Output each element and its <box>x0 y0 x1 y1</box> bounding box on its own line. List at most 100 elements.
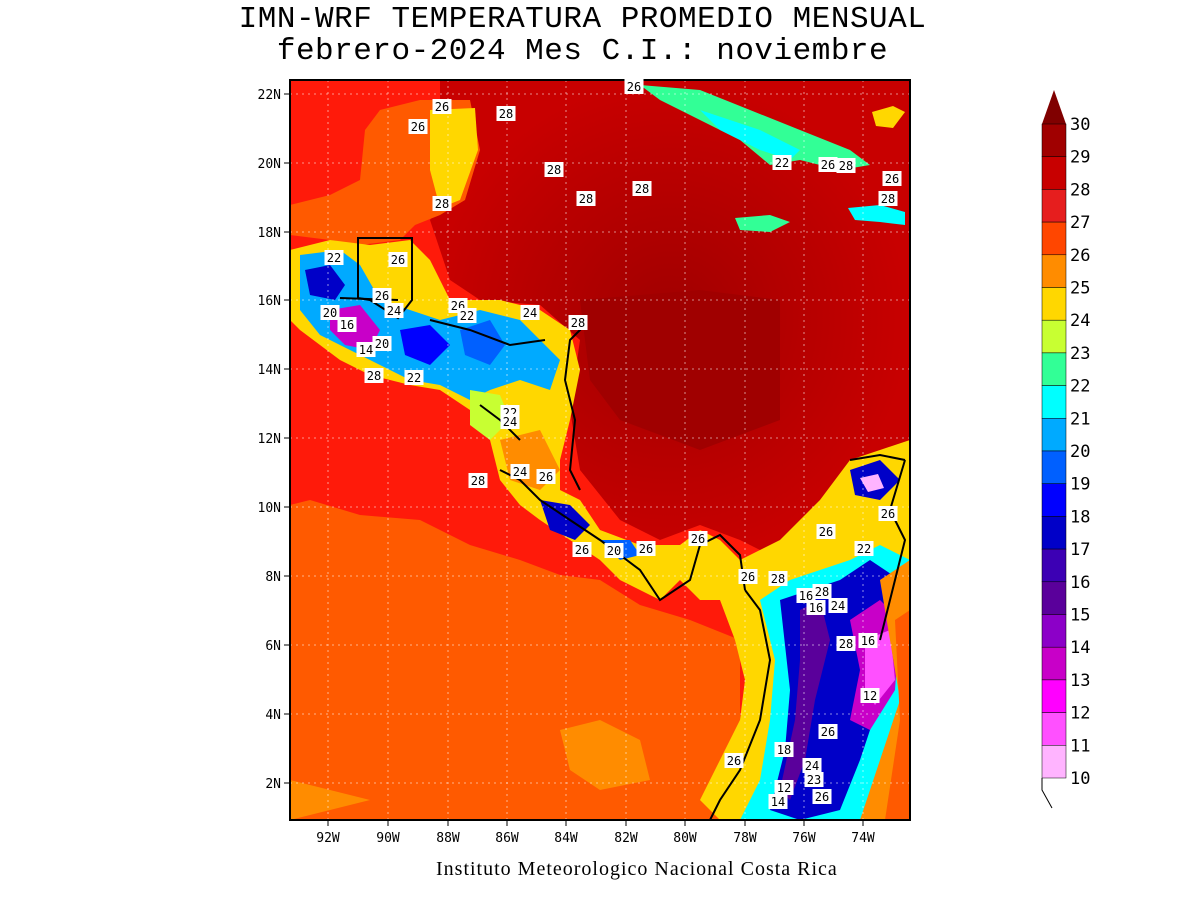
contour-label: 28 <box>468 473 488 488</box>
contour-label: 26 <box>688 531 708 546</box>
contour-label: 14 <box>768 794 788 809</box>
contour-label: 22 <box>404 370 424 385</box>
longitude-axis: 92W 90W 88W 86W 84W 82W 80W 78W 76W 74W <box>316 820 875 846</box>
lat-tick-label: 8N <box>265 570 281 585</box>
lon-tick-label: 76W <box>792 831 816 846</box>
svg-text:26: 26 <box>815 790 829 804</box>
contour-label: 22 <box>772 155 792 170</box>
cuba-land <box>640 85 870 170</box>
svg-text:16: 16 <box>340 318 354 332</box>
lat-tick-label: 2N <box>265 777 281 792</box>
colorbar-swatch <box>1041 646 1067 681</box>
colorbar-swatch <box>1041 189 1067 223</box>
lon-tick-label: 92W <box>316 831 340 846</box>
colorbar-label: 24 <box>1070 311 1090 331</box>
svg-text:16: 16 <box>809 601 823 615</box>
contour-label: 28 <box>878 191 898 206</box>
colorbar-label: 30 <box>1070 115 1090 135</box>
colorbar-label: 13 <box>1070 671 1090 691</box>
lon-tick-label: 88W <box>436 831 460 846</box>
contour-label: 16 <box>796 588 816 603</box>
lon-tick-label: 84W <box>554 831 578 846</box>
svg-text:12: 12 <box>777 781 791 795</box>
contour-label: 16 <box>337 317 357 332</box>
svg-text:24: 24 <box>523 306 537 320</box>
bahamas-land <box>872 106 905 128</box>
contour-label: 24 <box>520 305 540 320</box>
lat-tick-label: 4N <box>265 708 281 723</box>
country-borders <box>339 237 907 820</box>
contour-label: 24 <box>384 303 404 318</box>
colorbar-swatch <box>1041 319 1067 354</box>
colorbar-swatch <box>1041 614 1067 648</box>
colorbar-label: 16 <box>1070 573 1090 593</box>
colorbar-label: 25 <box>1070 279 1090 299</box>
svg-text:14: 14 <box>359 343 373 357</box>
contour-label: 12 <box>774 780 794 795</box>
contour-label: 28 <box>836 636 856 651</box>
lat-tick-label: 6N <box>265 639 281 654</box>
colorbar-swatch <box>1041 352 1067 386</box>
svg-text:26: 26 <box>821 725 835 739</box>
svg-text:28: 28 <box>635 182 649 196</box>
contour-label: 26 <box>408 119 428 134</box>
svg-text:23: 23 <box>807 773 821 787</box>
colorbar-swatch <box>1041 221 1067 256</box>
costa-rica-cold-core <box>540 500 590 540</box>
caribbean-core-field <box>580 290 780 450</box>
institution-credit: Instituto Meteorologico Nacional Costa R… <box>436 858 838 880</box>
colorbar-label: 29 <box>1070 148 1090 168</box>
colorbar-label: 20 <box>1070 442 1090 462</box>
colorbar-label: 27 <box>1070 213 1090 233</box>
contour-label: 26 <box>372 288 392 303</box>
svg-text:22: 22 <box>407 371 421 385</box>
colorbar-top-arrow <box>1042 90 1066 124</box>
contour-label: 22 <box>457 308 477 323</box>
map-subtitle: febrero-2024 Mes C.I.: noviembre <box>276 34 889 69</box>
svg-text:28: 28 <box>435 197 449 211</box>
colorbar-label: 28 <box>1070 180 1090 200</box>
contour-label: 28 <box>576 191 596 206</box>
lat-tick-label: 10N <box>258 501 281 516</box>
svg-text:26: 26 <box>391 253 405 267</box>
lon-tick-label: 80W <box>673 831 697 846</box>
contour-label: 28 <box>568 315 588 330</box>
colorbar-swatch <box>1041 548 1067 583</box>
svg-text:20: 20 <box>607 544 621 558</box>
contour-label: 26 <box>812 789 832 804</box>
contour-label: 23 <box>804 772 824 787</box>
contour-label: 26 <box>818 724 838 739</box>
svg-text:20: 20 <box>323 306 337 320</box>
colorbar-label: 14 <box>1070 638 1090 658</box>
colorbar-swatch <box>1041 483 1067 517</box>
svg-text:28: 28 <box>471 474 485 488</box>
svg-text:26: 26 <box>639 542 653 556</box>
colorbar-swatch <box>1041 385 1067 419</box>
svg-text:24: 24 <box>503 415 517 429</box>
lat-tick-label: 12N <box>258 432 281 447</box>
contour-label: 26 <box>878 506 898 521</box>
colorbar-label: 17 <box>1070 540 1090 560</box>
lat-tick-label: 22N <box>258 88 281 103</box>
colorbar-label: 26 <box>1070 246 1090 266</box>
llanos-warm-lowland <box>885 610 910 820</box>
colorbar-swatch <box>1041 679 1067 713</box>
svg-text:28: 28 <box>571 316 585 330</box>
contour-label: 28 <box>496 106 516 121</box>
contour-label: 26 <box>738 569 758 584</box>
svg-text:14: 14 <box>771 795 785 809</box>
svg-text:28: 28 <box>367 369 381 383</box>
svg-text:26: 26 <box>727 754 741 768</box>
colorbar-label: 21 <box>1070 409 1090 429</box>
svg-text:26: 26 <box>741 570 755 584</box>
contour-label: 16 <box>806 600 826 615</box>
highland-cold-core-3 <box>400 325 450 365</box>
colorbar-swatch <box>1041 123 1067 157</box>
svg-text:26: 26 <box>375 289 389 303</box>
svg-text:28: 28 <box>839 637 853 651</box>
colorbar-label: 23 <box>1070 344 1090 364</box>
andes-coldest-peaks <box>865 630 895 705</box>
colorbar-swatch <box>1041 581 1067 615</box>
svg-text:22: 22 <box>775 156 789 170</box>
